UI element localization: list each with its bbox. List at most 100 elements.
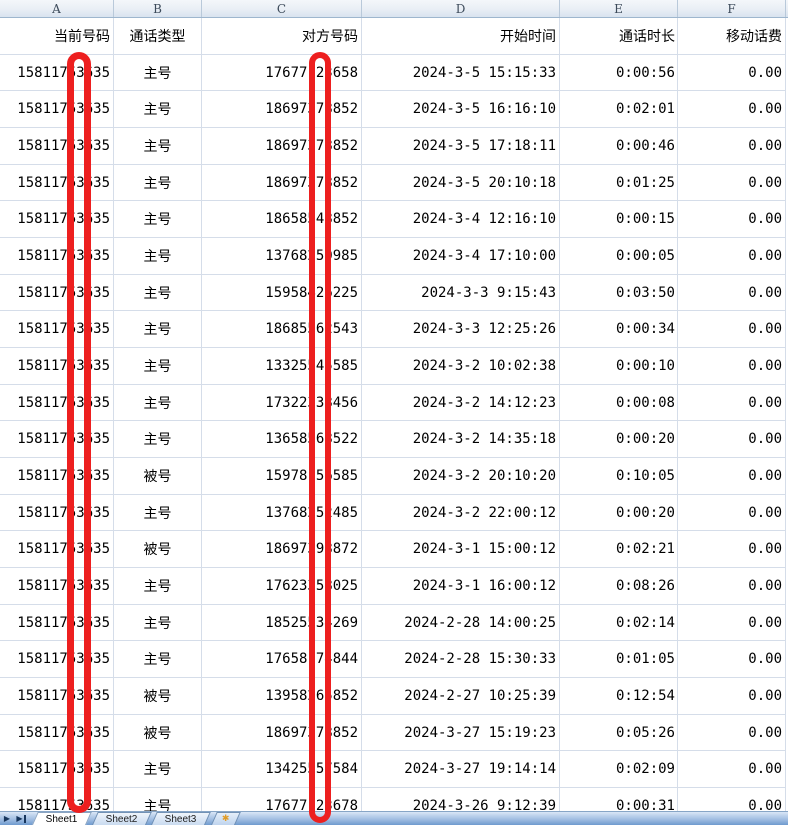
cell-start-time[interactable]: 2024-3-2 14:35:18 <box>362 421 560 459</box>
cell-other-number[interactable]: 15978156585 <box>202 458 362 495</box>
cell-current-number[interactable]: 15811753635 <box>0 494 114 532</box>
column-header-c[interactable]: C <box>202 0 362 17</box>
cell-other-number[interactable]: 17623358025 <box>202 568 362 605</box>
cell-start-time[interactable]: 2024-3-4 12:16:10 <box>362 201 560 239</box>
cell-duration[interactable]: 0:00:10 <box>560 348 678 385</box>
cell-other-number[interactable]: 13768252485 <box>202 494 362 532</box>
cell-mobile-fee[interactable]: 0.00 <box>678 568 786 605</box>
cell-mobile-fee[interactable]: 0.00 <box>678 54 786 92</box>
cell-start-time[interactable]: 2024-3-2 14:12:23 <box>362 384 560 422</box>
cell-current-number[interactable]: 15811753635 <box>0 751 114 789</box>
cell-current-number[interactable]: 15811753635 <box>0 531 114 569</box>
cell-other-number[interactable]: 18697378852 <box>202 714 362 752</box>
cell-other-number[interactable]: 18697378852 <box>202 128 362 165</box>
cell-call-type[interactable]: 主号 <box>114 641 202 679</box>
title-start-time[interactable]: 开始时间 <box>362 18 560 55</box>
cell-start-time[interactable]: 2024-3-2 20:10:20 <box>362 458 560 495</box>
cell-other-number[interactable]: 18658548852 <box>202 201 362 239</box>
column-header-a[interactable]: A <box>0 0 114 17</box>
sheet-tab-sheet3[interactable]: Sheet3 <box>149 812 211 825</box>
cell-mobile-fee[interactable]: 0.00 <box>678 384 786 422</box>
cell-start-time[interactable]: 2024-3-5 20:10:18 <box>362 164 560 202</box>
cell-call-type[interactable]: 主号 <box>114 238 202 275</box>
cell-call-type[interactable]: 主号 <box>114 604 202 642</box>
column-header-b[interactable]: B <box>114 0 202 17</box>
tab-scroll-last-icon[interactable]: ▶ <box>14 812 28 825</box>
column-header-d[interactable]: D <box>362 0 560 17</box>
cell-current-number[interactable]: 15811753635 <box>0 201 114 239</box>
cell-mobile-fee[interactable]: 0.00 <box>678 91 786 129</box>
cell-start-time[interactable]: 2024-2-28 14:00:25 <box>362 604 560 642</box>
cell-current-number[interactable]: 15811753635 <box>0 568 114 605</box>
cell-current-number[interactable]: 15811753635 <box>0 384 114 422</box>
cell-mobile-fee[interactable]: 0.00 <box>678 604 786 642</box>
cell-mobile-fee[interactable]: 0.00 <box>678 494 786 532</box>
sheet-tab-sheet2[interactable]: Sheet2 <box>89 812 152 825</box>
cell-call-type[interactable]: 被号 <box>114 714 202 752</box>
cell-other-number[interactable]: 13325545585 <box>202 348 362 385</box>
cell-call-type[interactable]: 被号 <box>114 678 202 715</box>
cell-current-number[interactable]: 15811753635 <box>0 54 114 92</box>
cell-start-time[interactable]: 2024-3-3 9:15:43 <box>362 274 560 312</box>
cell-duration[interactable]: 0:00:56 <box>560 54 678 92</box>
cell-other-number[interactable]: 13958265852 <box>202 678 362 715</box>
cell-mobile-fee[interactable]: 0.00 <box>678 531 786 569</box>
cell-mobile-fee[interactable]: 0.00 <box>678 238 786 275</box>
cell-duration[interactable]: 0:00:08 <box>560 384 678 422</box>
column-header-e[interactable]: E <box>560 0 678 17</box>
cell-start-time[interactable]: 2024-3-1 16:00:12 <box>362 568 560 605</box>
cell-duration[interactable]: 0:01:25 <box>560 164 678 202</box>
title-duration[interactable]: 通话时长 <box>560 18 678 55</box>
cell-current-number[interactable]: 15811753635 <box>0 348 114 385</box>
cell-call-type[interactable]: 主号 <box>114 568 202 605</box>
cell-other-number[interactable]: 17658174844 <box>202 641 362 679</box>
title-mobile-fee[interactable]: 移动话费 <box>678 18 786 55</box>
cell-current-number[interactable]: 15811753635 <box>0 164 114 202</box>
cell-duration[interactable]: 0:00:05 <box>560 238 678 275</box>
cell-start-time[interactable]: 2024-3-5 17:18:11 <box>362 128 560 165</box>
cell-other-number[interactable]: 18697378852 <box>202 91 362 129</box>
cell-start-time[interactable]: 2024-2-28 15:30:33 <box>362 641 560 679</box>
cell-duration[interactable]: 0:02:21 <box>560 531 678 569</box>
cell-duration[interactable]: 0:00:20 <box>560 421 678 459</box>
cell-other-number[interactable]: 13768250985 <box>202 238 362 275</box>
cell-current-number[interactable]: 15811753635 <box>0 311 114 349</box>
cell-other-number[interactable]: 18685562543 <box>202 311 362 349</box>
cell-duration[interactable]: 0:08:26 <box>560 568 678 605</box>
cell-mobile-fee[interactable]: 0.00 <box>678 164 786 202</box>
cell-start-time[interactable]: 2024-3-3 12:25:26 <box>362 311 560 349</box>
cell-mobile-fee[interactable]: 0.00 <box>678 751 786 789</box>
title-other-number[interactable]: 对方号码 <box>202 18 362 55</box>
cell-duration[interactable]: 0:00:46 <box>560 128 678 165</box>
cell-other-number[interactable]: 17677123658 <box>202 54 362 92</box>
cell-call-type[interactable]: 主号 <box>114 311 202 349</box>
cell-mobile-fee[interactable]: 0.00 <box>678 714 786 752</box>
cell-mobile-fee[interactable]: 0.00 <box>678 421 786 459</box>
cell-mobile-fee[interactable]: 0.00 <box>678 128 786 165</box>
cell-duration[interactable]: 0:00:34 <box>560 311 678 349</box>
cell-call-type[interactable]: 主号 <box>114 128 202 165</box>
cell-duration[interactable]: 0:02:09 <box>560 751 678 789</box>
cell-call-type[interactable]: 主号 <box>114 384 202 422</box>
cell-start-time[interactable]: 2024-3-5 16:16:10 <box>362 91 560 129</box>
cell-current-number[interactable]: 15811753635 <box>0 458 114 495</box>
cell-call-type[interactable]: 主号 <box>114 91 202 129</box>
cell-other-number[interactable]: 18525534269 <box>202 604 362 642</box>
cell-current-number[interactable]: 15811753635 <box>0 274 114 312</box>
cell-current-number[interactable]: 15811753635 <box>0 421 114 459</box>
cell-duration[interactable]: 0:01:05 <box>560 641 678 679</box>
cell-call-type[interactable]: 主号 <box>114 348 202 385</box>
cell-other-number[interactable]: 15958426225 <box>202 274 362 312</box>
cell-current-number[interactable]: 15811753635 <box>0 678 114 715</box>
column-header-f[interactable]: F <box>678 0 786 17</box>
cell-other-number[interactable]: 18697398872 <box>202 531 362 569</box>
cell-duration[interactable]: 0:05:26 <box>560 714 678 752</box>
cell-duration[interactable]: 0:00:15 <box>560 201 678 239</box>
cell-call-type[interactable]: 主号 <box>114 164 202 202</box>
cell-duration[interactable]: 0:00:20 <box>560 494 678 532</box>
cell-call-type[interactable]: 被号 <box>114 531 202 569</box>
cell-current-number[interactable]: 15811753635 <box>0 714 114 752</box>
cell-mobile-fee[interactable]: 0.00 <box>678 201 786 239</box>
cell-call-type[interactable]: 主号 <box>114 494 202 532</box>
cell-mobile-fee[interactable]: 0.00 <box>678 458 786 495</box>
